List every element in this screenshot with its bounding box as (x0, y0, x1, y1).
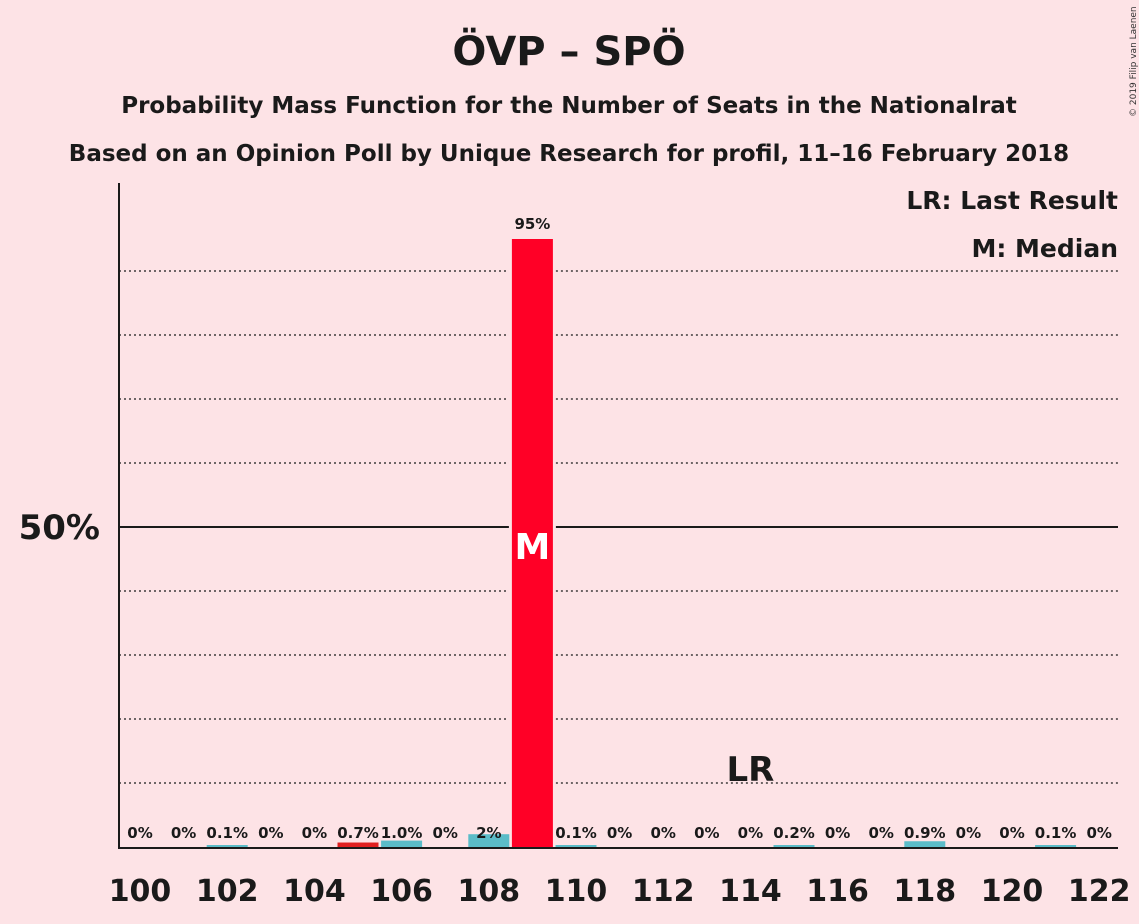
data-label-101: 0% (171, 824, 196, 842)
data-label-108: 2% (476, 824, 501, 842)
x-tick-label-122: 122 (1068, 874, 1131, 909)
bar-102 (206, 845, 248, 847)
y-tick-label-50: 50% (19, 508, 100, 548)
data-label-116: 0% (825, 824, 850, 842)
x-tick-label-120: 120 (981, 874, 1044, 909)
x-axis-ticks: 100 102 104 106 108 110 112 114 116 118 120 122 (109, 874, 1131, 909)
bar-115 (773, 845, 815, 847)
data-label-121: 0.1% (1035, 824, 1077, 842)
x-tick-label-108: 108 (457, 874, 520, 909)
x-tick-label-116: 116 (806, 874, 869, 909)
legend-median: M: Median (971, 234, 1118, 263)
x-tick-label-100: 100 (109, 874, 172, 909)
data-label-120: 0% (999, 824, 1024, 842)
bar-105 (337, 842, 379, 847)
x-tick-label-110: 110 (545, 874, 608, 909)
data-label-104: 0% (302, 824, 327, 842)
x-tick-label-118: 118 (893, 874, 956, 909)
legend-last-result: LR: Last Result (906, 186, 1118, 215)
data-label-110: 0.1% (555, 824, 597, 842)
copyright-notice: © 2019 Filip van Laenen (1129, 6, 1139, 117)
bar-110 (555, 845, 597, 847)
chart-subtitle-1: Probability Mass Function for the Number… (121, 93, 1017, 119)
bars (206, 239, 1077, 847)
data-label-105: 0.7% (337, 824, 379, 842)
data-label-102: 0.1% (206, 824, 248, 842)
x-tick-label-104: 104 (283, 874, 346, 909)
data-label-114: 0% (738, 824, 763, 842)
data-label-107: 0% (432, 824, 457, 842)
median-marker: M (514, 527, 550, 568)
bar-121 (1035, 845, 1077, 847)
bar-109 (511, 239, 553, 847)
bar-118 (904, 841, 946, 847)
data-label-122: 0% (1086, 824, 1111, 842)
x-tick-label-106: 106 (370, 874, 433, 909)
last-result-marker: LR (726, 750, 774, 790)
data-label-115: 0.2% (773, 824, 815, 842)
gridlines (119, 270, 1118, 784)
data-label-106: 1.0% (381, 824, 423, 842)
bar-108 (468, 834, 510, 847)
x-tick-label-112: 112 (632, 874, 695, 909)
data-label-103: 0% (258, 824, 283, 842)
bar-106 (381, 840, 423, 847)
data-label-111: 0% (607, 824, 632, 842)
data-label-112: 0% (650, 824, 675, 842)
data-label-100: 0% (127, 824, 152, 842)
chart-subtitle-2: Based on an Opinion Poll by Unique Resea… (69, 141, 1069, 167)
data-label-117: 0% (868, 824, 893, 842)
chart-title: ÖVP – SPÖ (452, 27, 685, 75)
data-label-119: 0% (956, 824, 981, 842)
data-labels: 0% 0% 0.1% 0% 0% 0.7% 1.0% 0% 2% 95% 0.1% 0% 0% 0% 0% 0… (127, 215, 1112, 842)
data-label-113: 0% (694, 824, 719, 842)
data-label-118: 0.9% (904, 824, 946, 842)
data-label-109: 95% (514, 215, 550, 233)
x-tick-label-114: 114 (719, 874, 782, 909)
x-tick-label-102: 102 (196, 874, 259, 909)
markers: M LR (514, 527, 774, 790)
